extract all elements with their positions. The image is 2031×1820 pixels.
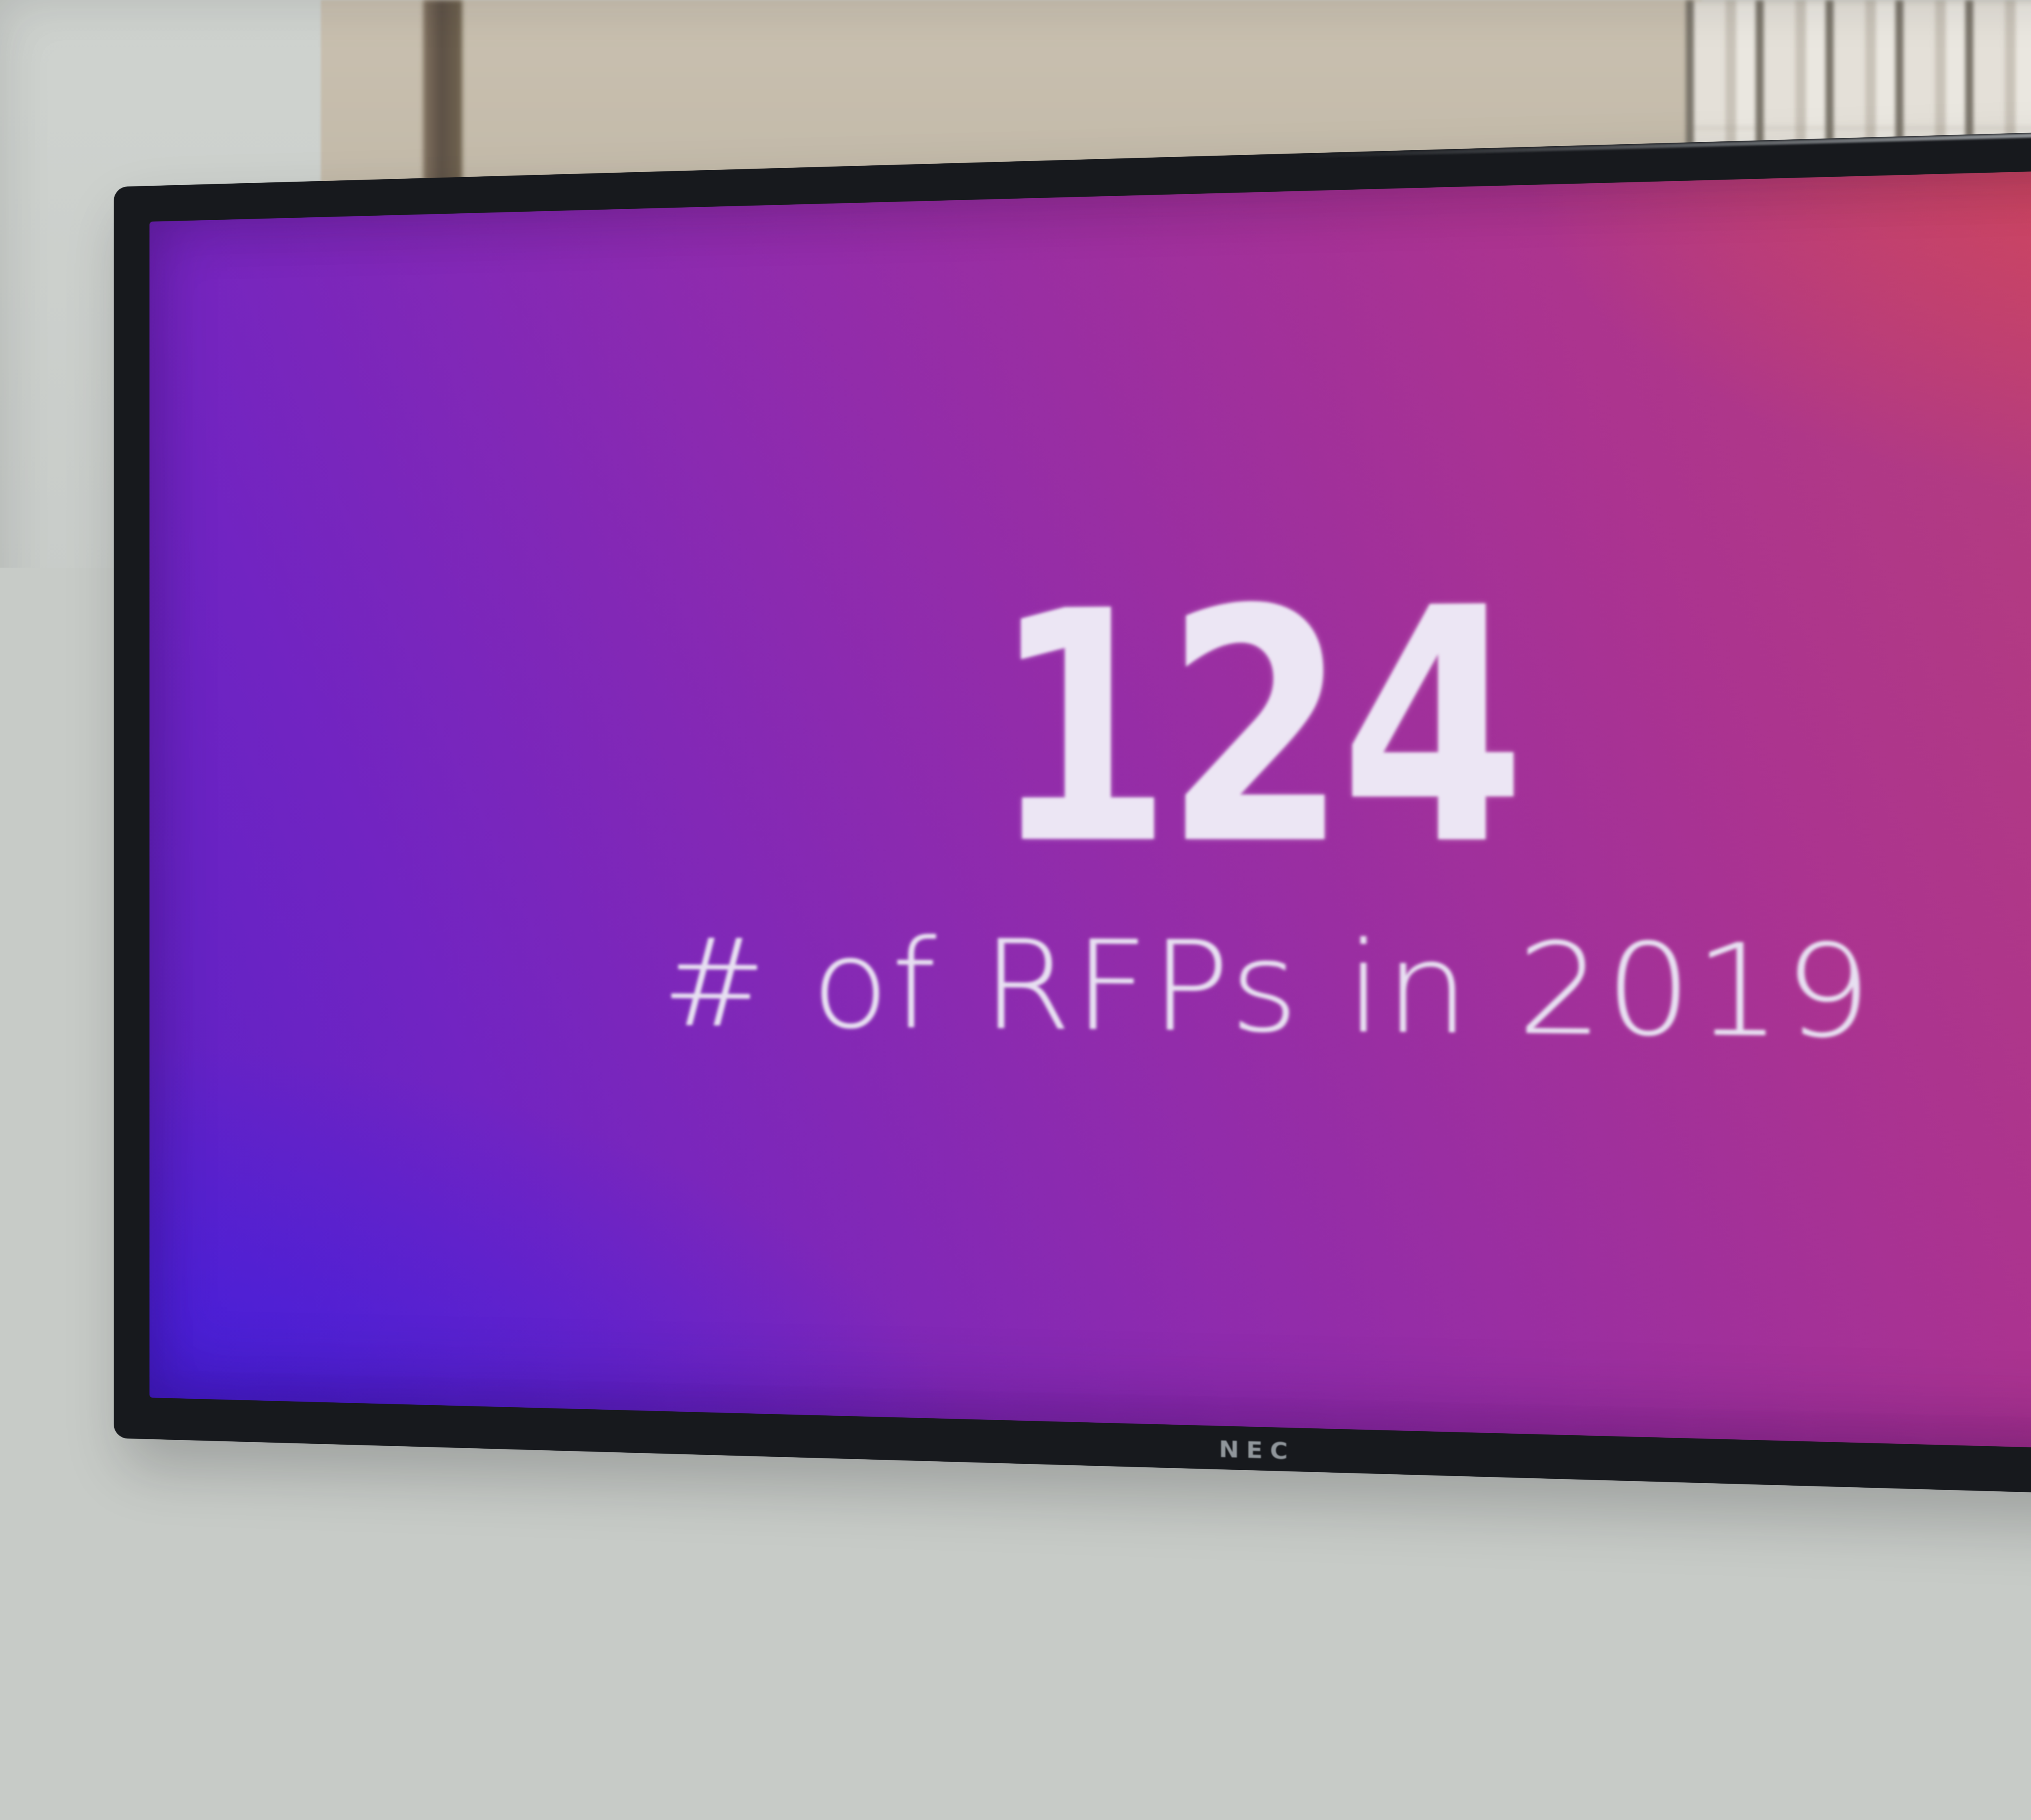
photo-scene: 124 # of RFPs in 2019 NEC Move the world… (0, 0, 2031, 1820)
jaw-shadow (536, 1016, 646, 1056)
cheek-blush (556, 857, 642, 926)
eye-iris (648, 812, 663, 826)
